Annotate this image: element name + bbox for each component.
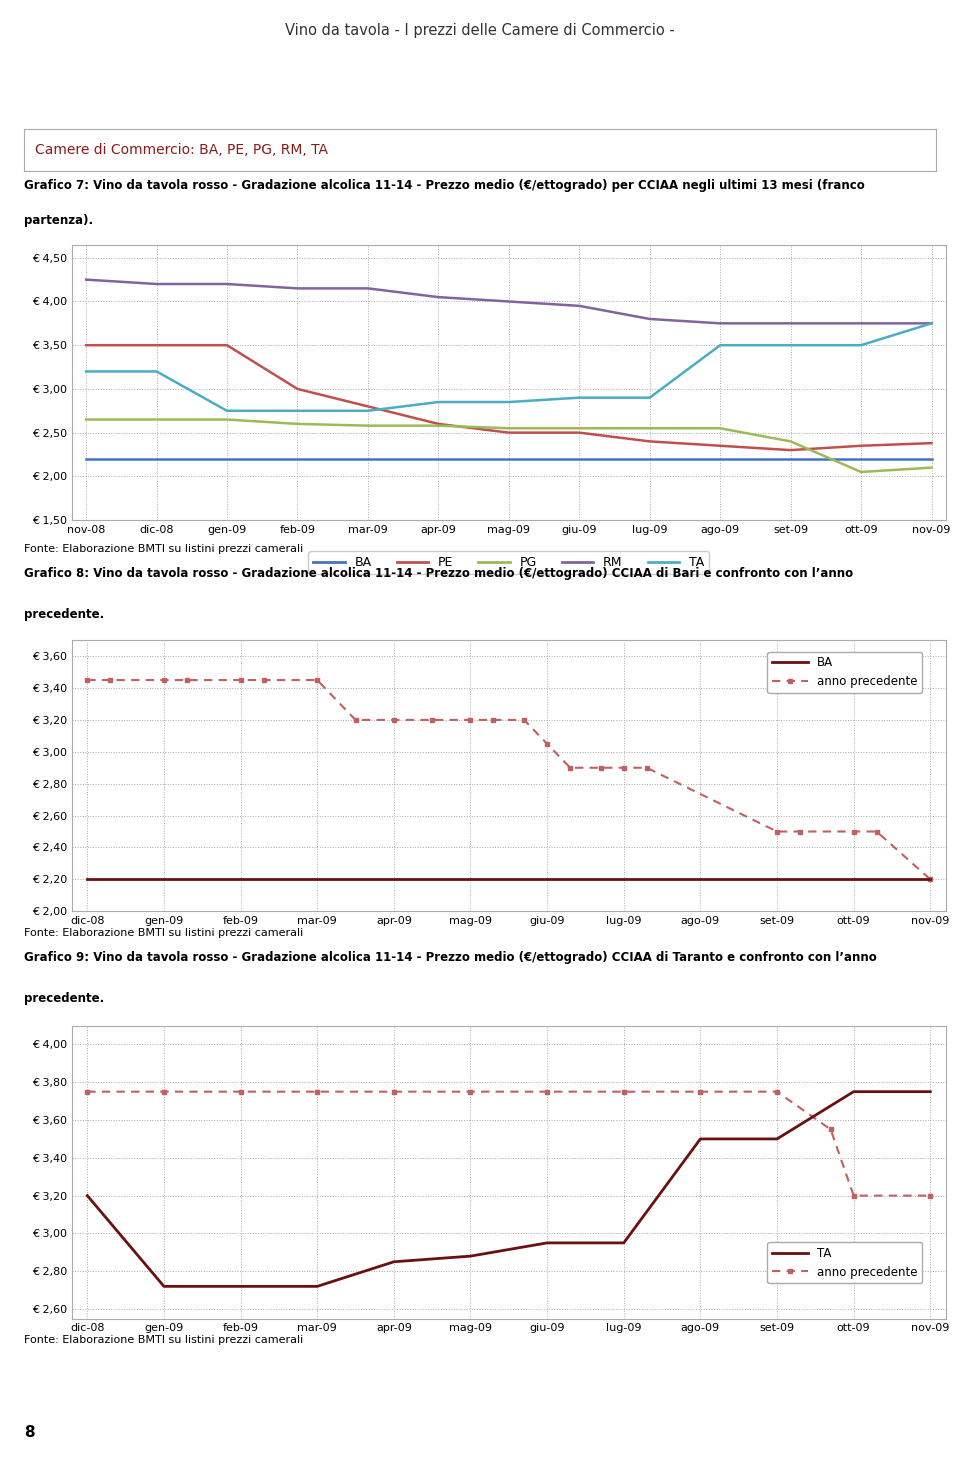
Legend: BA, PE, PG, RM, TA: BA, PE, PG, RM, TA bbox=[308, 551, 709, 574]
Legend: TA, anno precedente: TA, anno precedente bbox=[767, 1242, 923, 1283]
Text: Grafico 8: Vino da tavola rosso - Gradazione alcolica 11-14 - Prezzo medio (€/et: Grafico 8: Vino da tavola rosso - Gradaz… bbox=[24, 567, 853, 580]
Text: Grafico 7: Vino da tavola rosso - Gradazione alcolica 11-14 - Prezzo medio (€/et: Grafico 7: Vino da tavola rosso - Gradaz… bbox=[24, 179, 865, 192]
Text: partenza).: partenza). bbox=[24, 214, 93, 227]
Text: Camere di Commercio: BA, PE, PG, RM, TA: Camere di Commercio: BA, PE, PG, RM, TA bbox=[35, 144, 328, 157]
Text: Fonte: Elaborazione BMTI su listini prezzi camerali: Fonte: Elaborazione BMTI su listini prez… bbox=[24, 545, 303, 554]
Text: Fonte: Elaborazione BMTI su listini prezzi camerali: Fonte: Elaborazione BMTI su listini prez… bbox=[24, 1336, 303, 1345]
Text: precedente.: precedente. bbox=[24, 608, 105, 621]
Legend: BA, anno precedente: BA, anno precedente bbox=[767, 652, 923, 693]
Text: precedente.: precedente. bbox=[24, 992, 105, 1005]
Text: Vino da tavola - I prezzi delle Camere di Commercio -: Vino da tavola - I prezzi delle Camere d… bbox=[285, 22, 675, 38]
Text: 8: 8 bbox=[24, 1424, 35, 1440]
Text: Vino da tavola rosso - Gradazione alcolica 11-14: Vino da tavola rosso - Gradazione alcoli… bbox=[35, 97, 447, 113]
Text: Fonte: Elaborazione BMTI su listini prezzi camerali: Fonte: Elaborazione BMTI su listini prez… bbox=[24, 929, 303, 938]
Text: Grafico 9: Vino da tavola rosso - Gradazione alcolica 11-14 - Prezzo medio (€/et: Grafico 9: Vino da tavola rosso - Gradaz… bbox=[24, 951, 876, 964]
